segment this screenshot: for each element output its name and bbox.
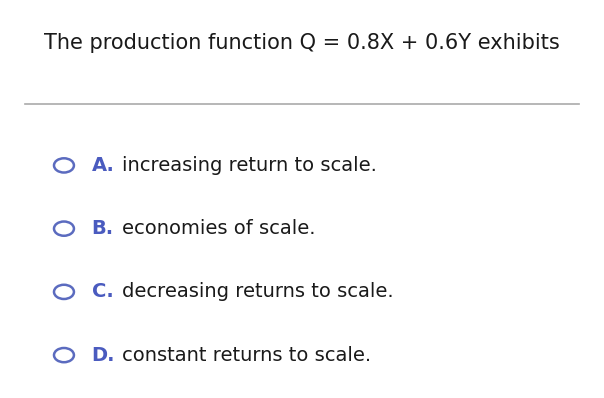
Text: The production function Q = 0.8X + 0.6Y exhibits: The production function Q = 0.8X + 0.6Y … [44,33,560,53]
Text: constant returns to scale.: constant returns to scale. [122,345,371,365]
Text: A.: A. [92,156,115,175]
Text: C.: C. [92,282,114,301]
Text: economies of scale.: economies of scale. [122,219,315,238]
Text: D.: D. [92,345,115,365]
Text: B.: B. [92,219,114,238]
Text: decreasing returns to scale.: decreasing returns to scale. [122,282,394,301]
Text: increasing return to scale.: increasing return to scale. [122,156,377,175]
